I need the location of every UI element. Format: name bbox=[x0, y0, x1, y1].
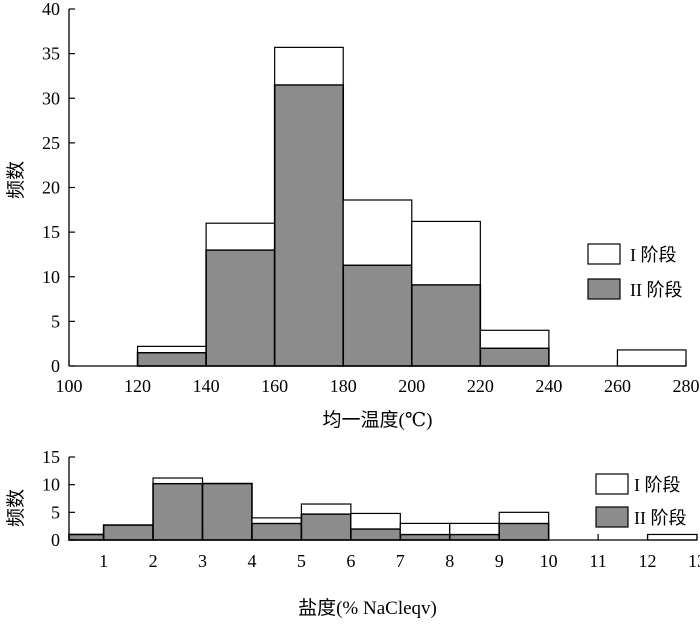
bar-stage-ii bbox=[448, 533, 501, 541]
bar-stage-ii bbox=[68, 533, 105, 541]
bar-stage-ii bbox=[251, 522, 303, 541]
bar-stage-i bbox=[205, 222, 276, 251]
x-tick-label: 7 bbox=[396, 551, 405, 571]
y-tick-label: 15 bbox=[42, 222, 60, 242]
x-tick-label: 5 bbox=[297, 551, 306, 571]
bar-stage-ii bbox=[399, 533, 451, 541]
bar-stage-i bbox=[399, 522, 451, 536]
y-axis-label: 频数 bbox=[5, 489, 27, 527]
y-tick-label: 5 bbox=[51, 311, 60, 331]
y-tick-label: 10 bbox=[42, 267, 60, 287]
bar-stage-i bbox=[616, 349, 687, 367]
y-tick-label: 15 bbox=[42, 447, 60, 467]
bar-stage-i bbox=[449, 522, 500, 536]
x-tick-label: 260 bbox=[604, 376, 631, 396]
bar-stage-ii bbox=[479, 347, 550, 367]
legend-swatch-stage-i bbox=[587, 243, 621, 265]
bar-stage-i bbox=[300, 503, 352, 515]
y-tick-label: 35 bbox=[42, 44, 60, 64]
y-tick-label: 20 bbox=[42, 178, 60, 198]
bar-stage-ii bbox=[410, 283, 482, 367]
x-tick-label: 13 bbox=[688, 551, 700, 571]
bar-stage-i bbox=[274, 46, 344, 86]
x-tick-label: 160 bbox=[261, 376, 288, 396]
x-tick-label: 9 bbox=[495, 551, 504, 571]
legend-swatch-stage-ii bbox=[587, 278, 621, 300]
legend-label-stage-i: I 阶段 bbox=[634, 475, 681, 495]
bar-stage-i bbox=[152, 477, 204, 485]
temperature-histogram: 0 5 10 15 20 25 30 35 40 100 120 140 160 180 200 220 240… bbox=[5, 0, 700, 431]
x-tick-label: 280 bbox=[673, 376, 700, 396]
x-tick-label: 3 bbox=[198, 551, 207, 571]
legend-label-stage-ii: II 阶段 bbox=[634, 508, 687, 528]
x-tick-label: 6 bbox=[346, 551, 355, 571]
legend-label-stage-ii: II 阶段 bbox=[630, 280, 683, 300]
y-tick-label: 30 bbox=[42, 88, 60, 108]
bar-stage-ii bbox=[342, 264, 413, 367]
bar-stage-ii bbox=[136, 351, 207, 367]
salinity-histogram: 05101512345678910111213盐度(% NaCleqv)频数I … bbox=[5, 447, 700, 619]
y-tick-label: 40 bbox=[42, 0, 60, 19]
x-tick-label: 200 bbox=[398, 376, 425, 396]
bar-stage-ii bbox=[498, 522, 550, 541]
bar-stage-i bbox=[479, 329, 550, 349]
x-tick-label: 120 bbox=[124, 376, 151, 396]
y-tick-label: 5 bbox=[51, 502, 60, 522]
bar-stage-ii bbox=[102, 524, 154, 541]
legend-swatch-stage-i bbox=[595, 473, 629, 495]
y-tick-label: 10 bbox=[42, 475, 60, 495]
bar-stage-i bbox=[411, 220, 481, 286]
y-tick-label: 0 bbox=[51, 356, 60, 376]
legend-label-stage-i: I 阶段 bbox=[630, 245, 677, 265]
bar-stage-ii bbox=[300, 513, 352, 541]
y-axis-label: 频数 bbox=[5, 161, 27, 199]
bar-stage-i bbox=[251, 517, 303, 524]
x-tick-label: 100 bbox=[56, 376, 83, 396]
y-tick-label: 25 bbox=[42, 133, 60, 153]
x-tick-label: 2 bbox=[149, 551, 158, 571]
y-tick-label: 0 bbox=[51, 530, 60, 550]
x-tick-label: 180 bbox=[330, 376, 357, 396]
bar-stage-ii bbox=[152, 482, 204, 541]
x-tick-label: 8 bbox=[445, 551, 454, 571]
bar-stage-i bbox=[342, 199, 413, 266]
bar-stage-ii bbox=[350, 528, 402, 541]
x-axis-label: 均一温度(℃) bbox=[323, 409, 433, 431]
bar-stage-i bbox=[136, 345, 207, 354]
x-tick-label: 240 bbox=[535, 376, 562, 396]
legend-swatch-stage-ii bbox=[595, 506, 629, 528]
x-tick-label: 220 bbox=[467, 376, 494, 396]
x-tick-label: 12 bbox=[639, 551, 657, 571]
bar-stage-i bbox=[498, 511, 550, 524]
bar-stage-ii bbox=[273, 84, 345, 367]
bar-stage-i bbox=[350, 512, 401, 530]
x-tick-label: 140 bbox=[193, 376, 220, 396]
x-tick-label: 11 bbox=[589, 551, 606, 571]
x-tick-label: 10 bbox=[540, 551, 558, 571]
x-tick-label: 4 bbox=[247, 551, 256, 571]
bar-stage-ii bbox=[201, 482, 253, 541]
bar-stage-ii bbox=[205, 249, 276, 367]
bar-stage-i bbox=[646, 533, 698, 541]
x-axis-label: 盐度(% NaCleqv) bbox=[298, 597, 437, 619]
x-tick-label: 1 bbox=[99, 551, 108, 571]
